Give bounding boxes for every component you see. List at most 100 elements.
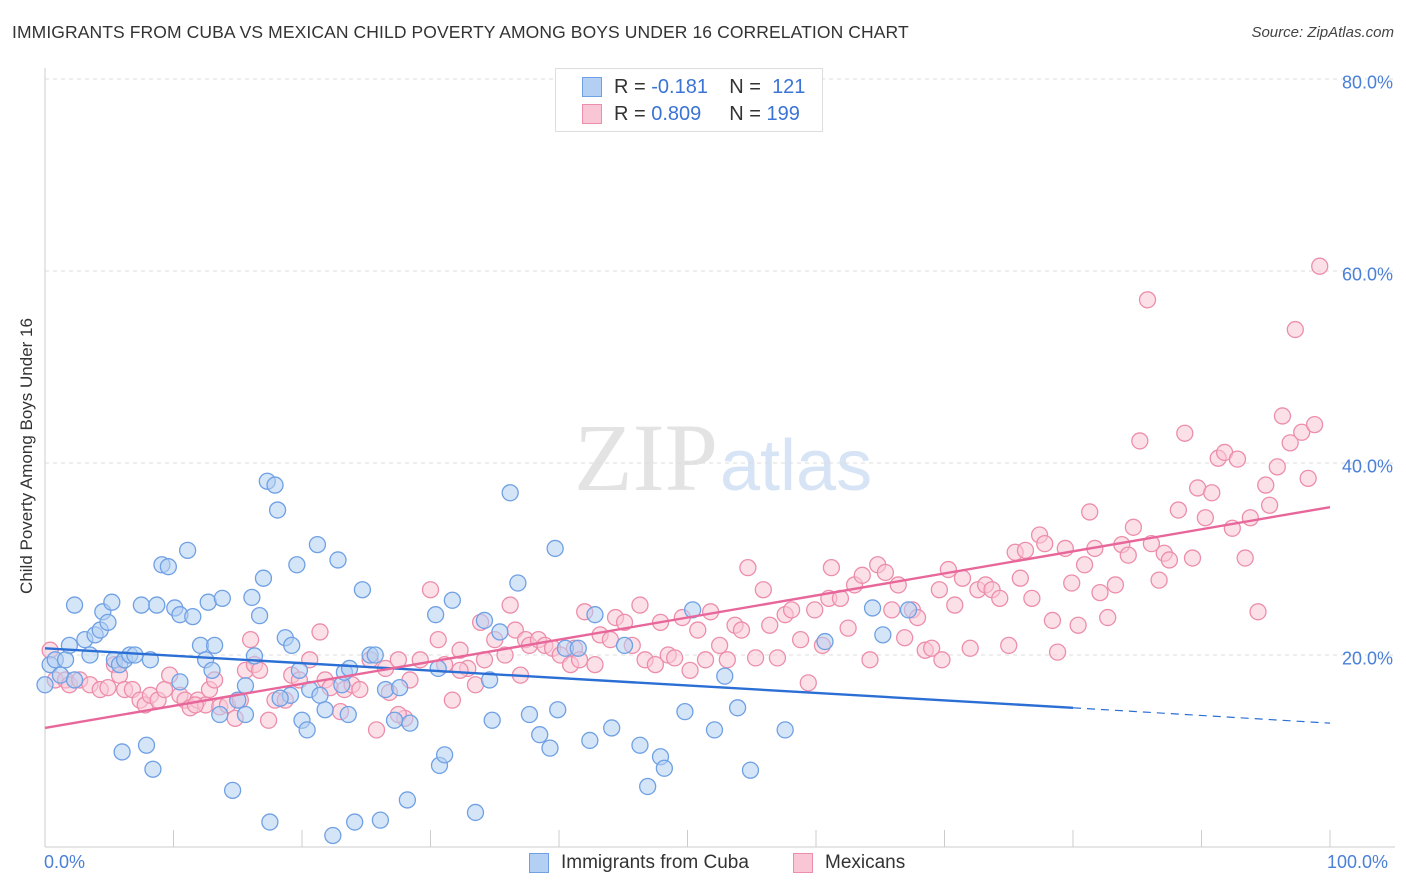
mexicans-point xyxy=(791,630,810,649)
legend-item-cuba: Immigrants from Cuba xyxy=(529,852,749,874)
mexicans-point xyxy=(1299,469,1317,488)
mexicans-point xyxy=(839,619,857,637)
cuba-point xyxy=(586,606,604,624)
cuba-point xyxy=(36,676,54,694)
mexicans-point xyxy=(732,621,751,639)
cuba-point xyxy=(509,574,527,592)
mexicans-point xyxy=(1293,423,1311,441)
cuba-point xyxy=(569,639,587,657)
mexicans-point xyxy=(259,711,278,729)
cuba-point xyxy=(268,501,287,519)
cuba-point xyxy=(631,736,649,754)
mexicans-point xyxy=(311,623,329,641)
mexicans-point xyxy=(1257,476,1275,494)
mexicans-point xyxy=(1081,503,1099,521)
cuba-point xyxy=(298,721,316,739)
mexicans-point xyxy=(853,566,871,584)
cuba-legend-label: Immigrants from Cuba xyxy=(561,852,749,873)
cuba-point xyxy=(261,813,279,831)
mexicans-point xyxy=(421,581,440,599)
cuba-point xyxy=(236,705,255,724)
cuba-point xyxy=(205,636,224,655)
mexicans-point xyxy=(1305,415,1324,434)
cuba-point xyxy=(203,661,221,680)
cuba-point xyxy=(65,671,84,689)
mexicans-point xyxy=(586,655,604,674)
cuba-point xyxy=(716,667,734,685)
mexicans-point xyxy=(799,674,817,692)
cuba-point xyxy=(366,646,384,664)
mexicans-point xyxy=(496,646,514,664)
cuba-point xyxy=(676,702,694,721)
x-tick-label-max: 100.0% xyxy=(1327,852,1389,872)
cuba-point xyxy=(99,613,117,632)
cuba-point xyxy=(655,759,674,777)
cuba-point xyxy=(271,689,289,707)
y-tick-label: 20.0% xyxy=(1341,648,1393,669)
cuba-point xyxy=(346,813,364,831)
cuba-r-value: -0.181 xyxy=(651,75,708,98)
cuba-point xyxy=(243,588,261,607)
mexicans-point xyxy=(1249,603,1267,621)
cuba-point xyxy=(705,721,724,739)
cuba-point xyxy=(874,626,892,644)
mexicans-point xyxy=(646,655,665,674)
cuba-point xyxy=(353,581,372,599)
chart-title: IMMIGRANTS FROM CUBA VS MEXICAN CHILD PO… xyxy=(12,22,909,42)
cuba-point xyxy=(376,680,395,699)
mexicans-swatch-icon xyxy=(582,104,602,124)
mexicans-point xyxy=(1176,424,1194,442)
cuba-point xyxy=(863,599,882,617)
cuba-point xyxy=(113,743,131,761)
mexicans-point xyxy=(501,596,519,614)
mexicans-point xyxy=(1228,450,1247,468)
mexicans-point xyxy=(689,621,707,639)
cuba-point xyxy=(435,746,454,764)
cuba-trend-line xyxy=(1072,707,1331,724)
mexicans-point xyxy=(615,613,634,632)
mexicans-point xyxy=(782,601,801,619)
mexicans-point xyxy=(1063,574,1081,592)
mexicans-point xyxy=(241,630,260,649)
mexicans-point xyxy=(681,661,699,680)
mexicans-n-value: 199 xyxy=(766,102,800,125)
cuba-point xyxy=(615,636,634,655)
mexicans-point xyxy=(443,691,461,709)
cuba-point xyxy=(254,569,273,587)
cuba-point xyxy=(371,811,390,829)
mexicans-point xyxy=(754,581,772,599)
cuba-point xyxy=(429,659,447,678)
cuba-point xyxy=(549,701,567,719)
mexicans-point xyxy=(1036,534,1054,553)
cuba-point xyxy=(899,601,918,619)
cuba-point xyxy=(213,589,231,608)
mexicans-point xyxy=(1099,608,1117,627)
mexicans-point xyxy=(351,680,369,699)
mexicans-point xyxy=(429,630,447,649)
mexicans-point xyxy=(923,639,941,657)
mexicans-point xyxy=(666,649,684,667)
mexicans-point xyxy=(250,661,269,680)
cuba-point xyxy=(266,476,284,494)
cuba-point xyxy=(728,699,747,717)
legend-row-mexicans: R = 0.809 N = 199 xyxy=(582,101,800,127)
stats-legend: R = -0.181 N = 121 R = 0.809 N = 199 xyxy=(555,68,823,132)
cuba-point xyxy=(236,677,255,695)
cuba-point xyxy=(148,596,166,614)
mexicans-point xyxy=(718,651,736,669)
cuba-point xyxy=(132,596,151,614)
mexicans-point xyxy=(1268,458,1286,476)
cuba-point xyxy=(816,632,834,651)
mexicans-point xyxy=(946,596,964,614)
n-label: N = xyxy=(729,75,761,98)
y-tick-label: 60.0% xyxy=(1341,264,1393,285)
mexicans-point xyxy=(710,636,729,655)
mexicans-point xyxy=(1016,541,1035,560)
cuba-point xyxy=(541,739,559,757)
mexicans-point xyxy=(99,678,117,697)
cuba-point xyxy=(56,651,75,669)
mexicans-point xyxy=(896,629,914,647)
mexicans-point xyxy=(451,641,469,659)
cuba-point xyxy=(483,711,501,729)
mexicans-point xyxy=(1011,569,1029,587)
